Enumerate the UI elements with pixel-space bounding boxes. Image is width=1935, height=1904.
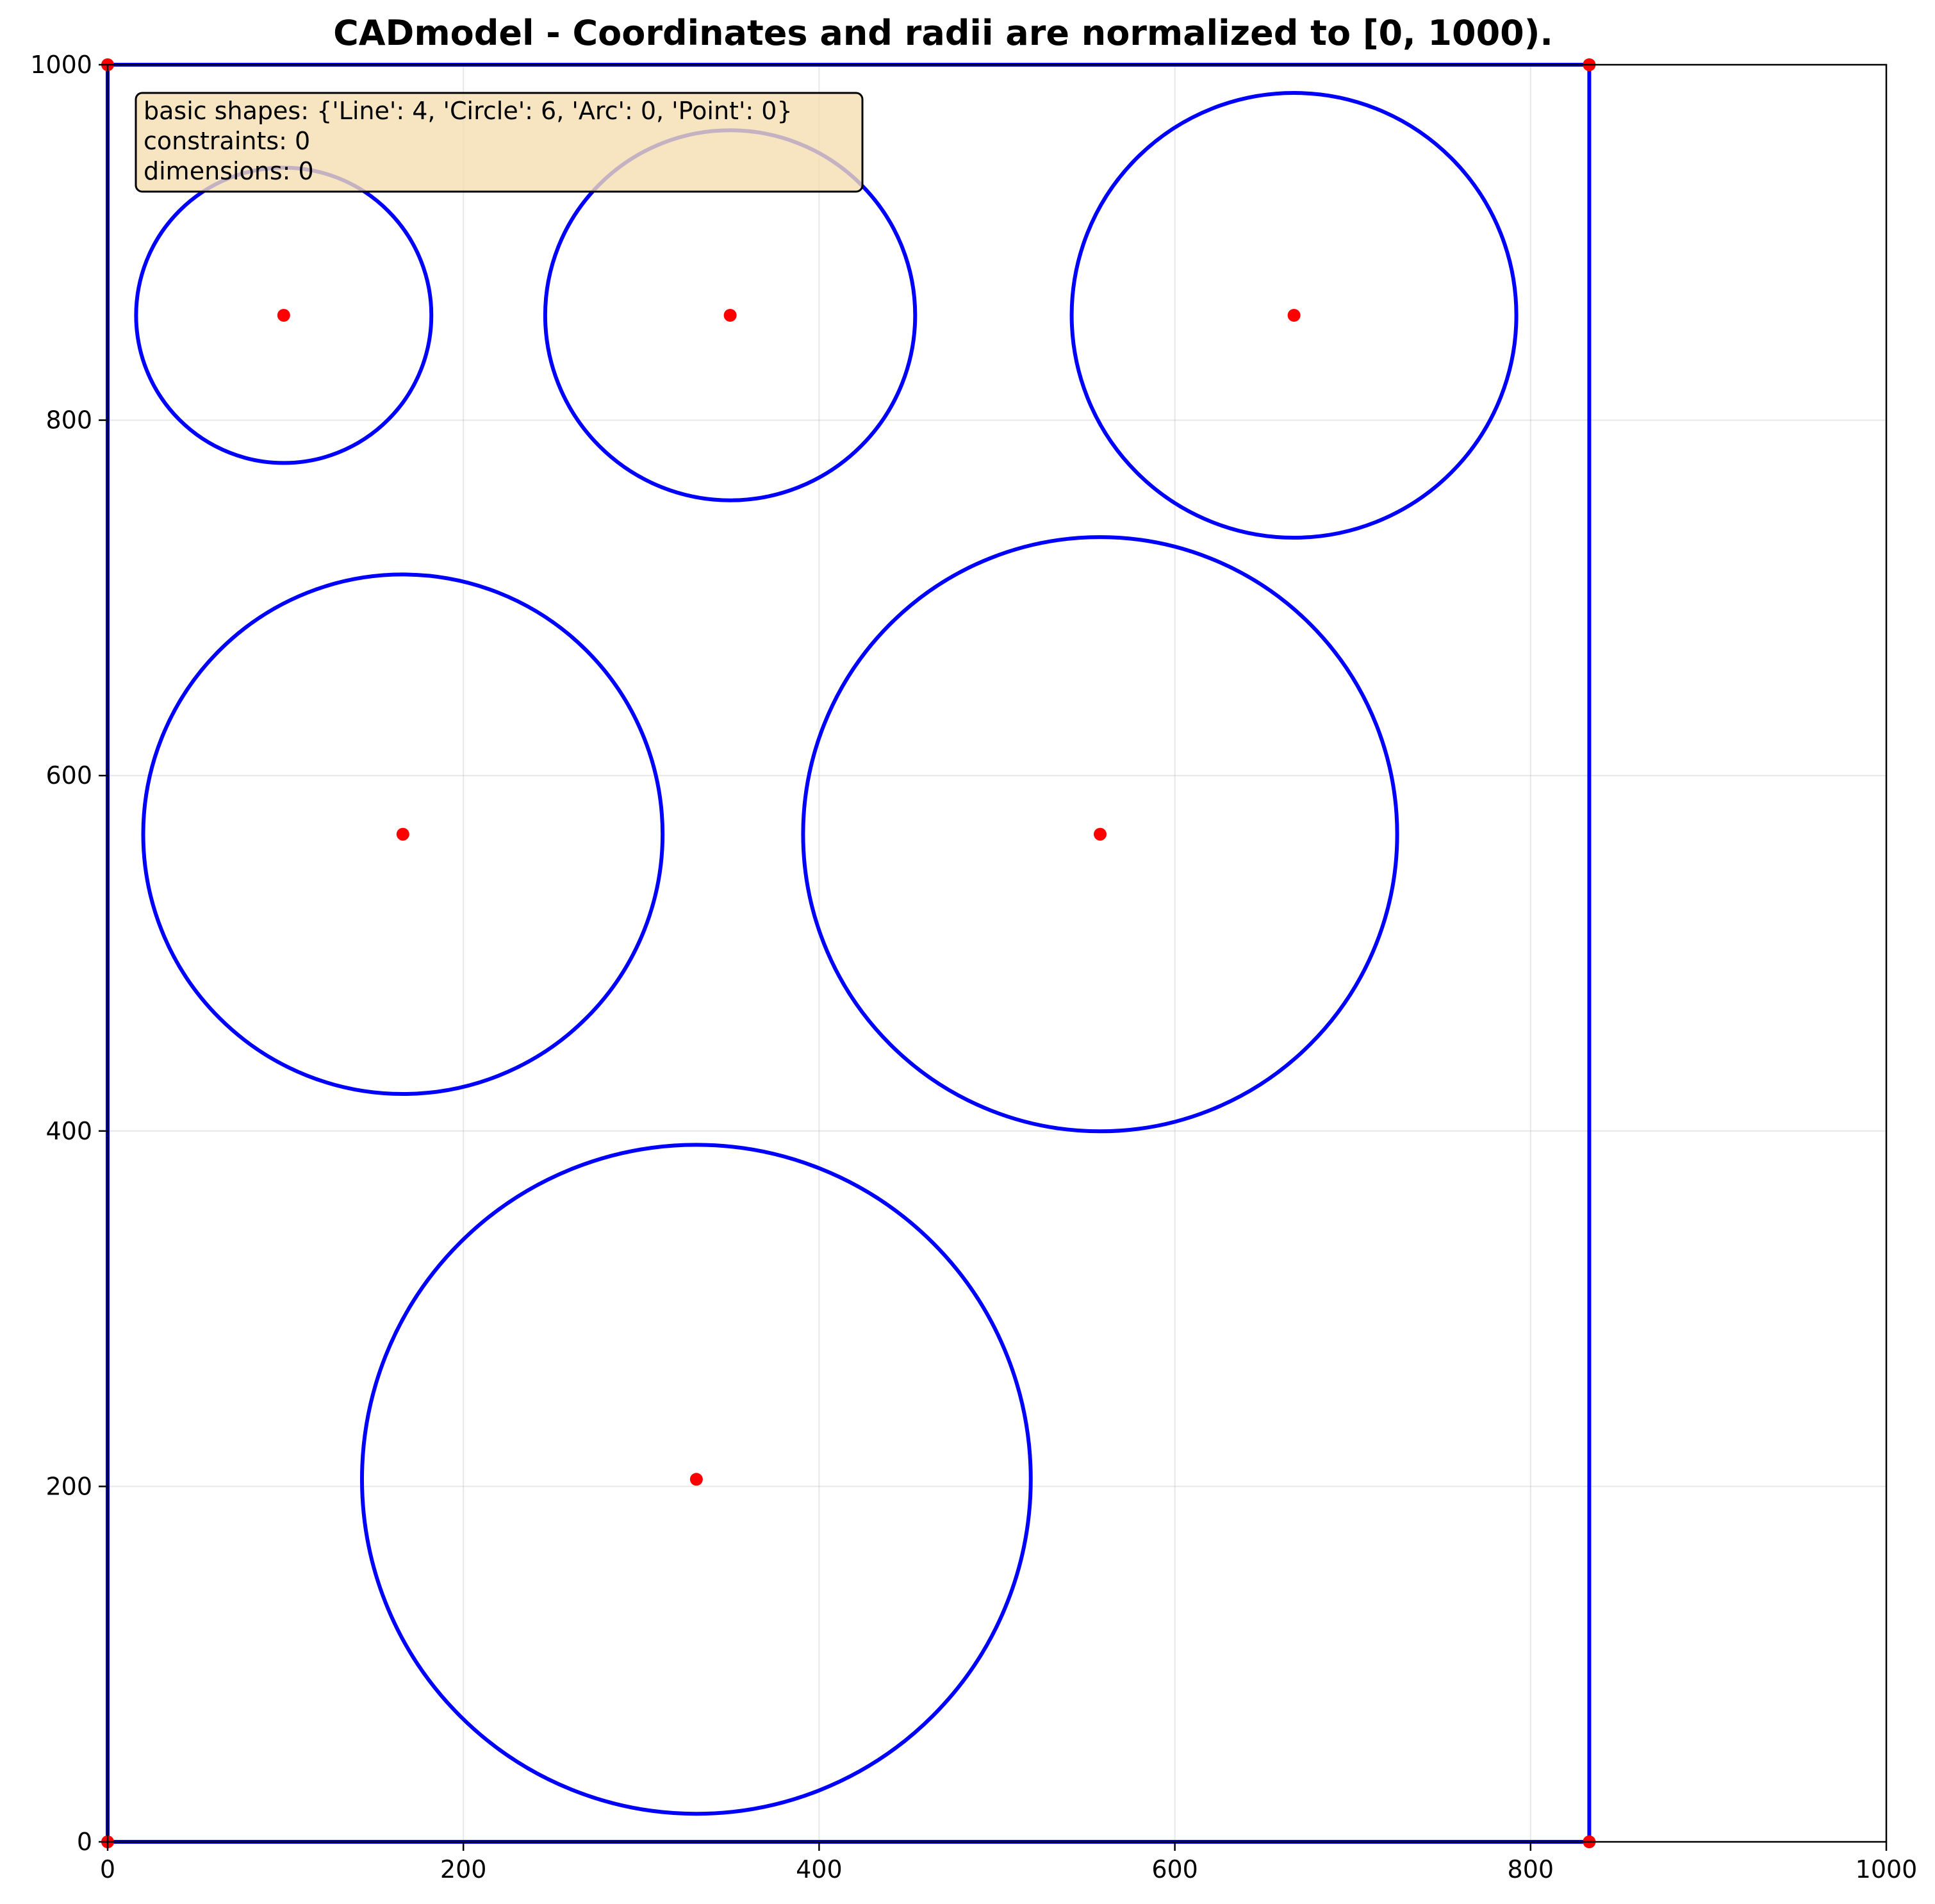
circle-center-point-0 [277,308,290,322]
points-layer [101,58,1596,1848]
x-tick-label-1: 200 [440,1855,487,1883]
y-tick-label-1: 200 [45,1472,92,1500]
y-tick-label-2: 400 [45,1117,92,1145]
y-tick-label-0: 0 [77,1828,92,1856]
info-box: basic shapes: {'Line': 4, 'Circle': 6, '… [135,92,864,193]
circle-center-point-1 [723,308,737,322]
circle-center-point-5 [689,1473,703,1486]
info-line-constraints: constraints: 0 [144,127,310,155]
axis-ticks: 0 200 400 600 800 1000 0 200 400 600 800 1000 [30,51,1917,1883]
info-line-dimensions: dimensions: 0 [144,157,314,185]
plot-area-frame [106,63,1888,1843]
info-line-shapes: basic shapes: {'Line': 4, 'Circle': 6, '… [144,97,793,125]
cad-circle-3 [141,572,665,1097]
circle-center-point-2 [1287,308,1301,322]
x-tick-label-5: 1000 [1856,1855,1918,1883]
x-tick-label-2: 400 [796,1855,843,1883]
circle-center-point-3 [396,827,409,841]
x-tick-label-0: 0 [100,1855,115,1883]
y-tick-label-5: 1000 [30,51,92,79]
x-tick-label-4: 800 [1508,1855,1554,1883]
cad-circle-4 [801,535,1399,1134]
cad-circle-5 [359,1143,1033,1816]
y-tick-label-4: 800 [45,406,92,435]
circle-center-point-4 [1094,827,1107,841]
cad-circle-2 [1069,90,1519,540]
y-tick-label-3: 600 [45,761,92,790]
info-box-background [135,92,864,193]
chart-title: CADmodel - Coordinates and radii are nor… [333,13,1553,53]
x-tick-label-3: 600 [1151,1855,1198,1883]
